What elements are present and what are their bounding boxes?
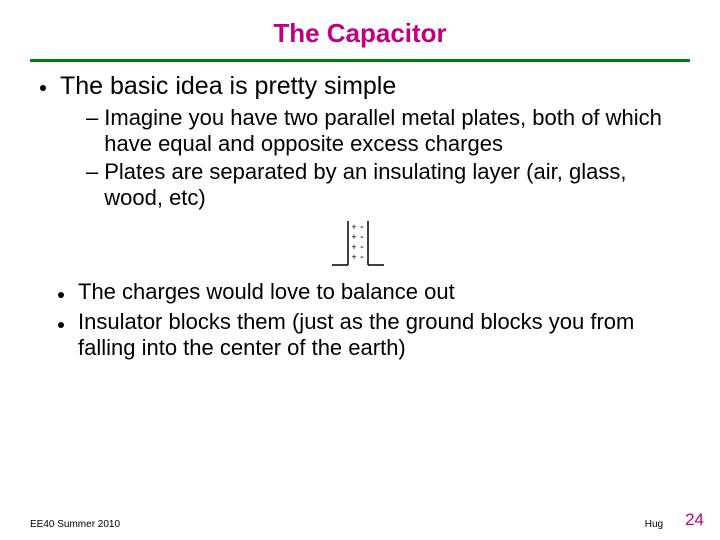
bullet-item: Insulator blocks them (just as the groun…: [58, 309, 690, 361]
svg-text:+: +: [351, 252, 356, 262]
capacitor-svg-icon: +-+-+-+-: [330, 217, 390, 269]
svg-text:+: +: [351, 232, 356, 242]
svg-text:-: -: [360, 251, 364, 263]
bullet-dash-icon: –: [86, 159, 98, 185]
bullet-item: The charges would love to balance out: [58, 279, 690, 305]
footer-left: EE40 Summer 2010: [30, 519, 120, 530]
capacitor-diagram: +-+-+-+-: [30, 217, 690, 269]
bullet-subitem: – Plates are separated by an insulating …: [86, 159, 690, 211]
bullet-dot-icon: [58, 292, 64, 298]
bullet-text: Imagine you have two parallel metal plat…: [104, 105, 690, 157]
svg-text:+: +: [351, 242, 356, 252]
bullet-text: Plates are separated by an insulating la…: [104, 159, 690, 211]
bullet-text: The basic idea is pretty simple: [60, 72, 396, 101]
bullet-text: The charges would love to balance out: [78, 279, 455, 305]
bullet-text: Insulator blocks them (just as the groun…: [78, 309, 690, 361]
slide-title: The Capacitor: [30, 18, 690, 49]
title-rule: [30, 59, 690, 62]
bullet-dash-icon: –: [86, 105, 98, 131]
svg-text:+: +: [351, 222, 356, 232]
bullet-item: The basic idea is pretty simple: [40, 72, 690, 101]
footer-author: Hug: [645, 519, 663, 530]
footer: EE40 Summer 2010 Hug 24: [30, 510, 704, 530]
bullet-dot-icon: [40, 85, 46, 91]
bullet-dot-icon: [58, 322, 64, 328]
page-number: 24: [685, 510, 704, 530]
bullet-subitem: – Imagine you have two parallel metal pl…: [86, 105, 690, 157]
